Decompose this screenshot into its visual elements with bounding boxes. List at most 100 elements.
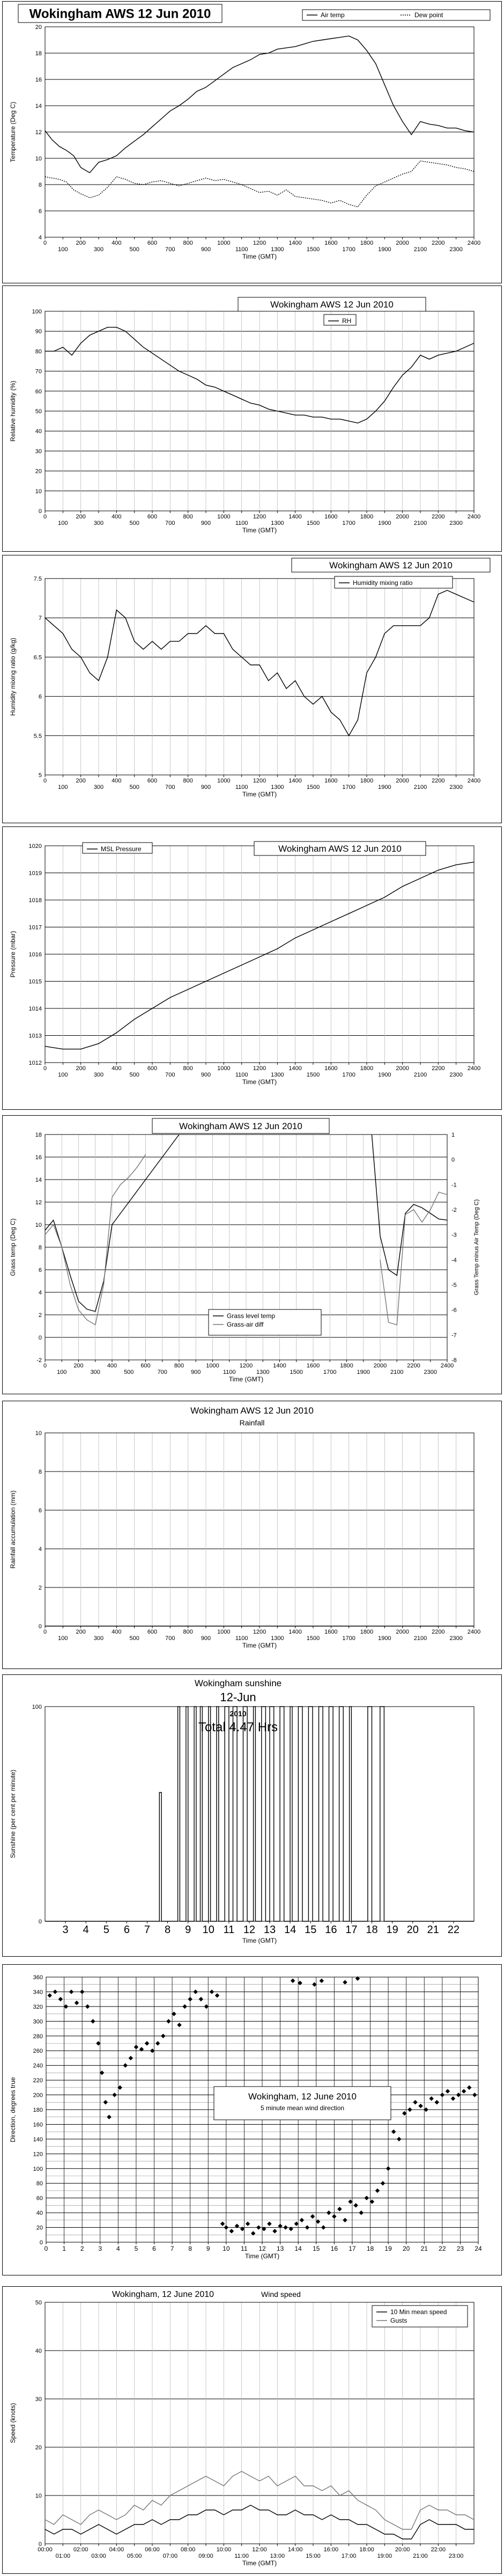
x-tick-label: 1100 (235, 1635, 248, 1642)
x-tick-label: 1800 (340, 1363, 353, 1369)
x-tick-label: 700 (165, 1072, 175, 1078)
legend-box (323, 314, 357, 326)
x-tick-label: 100 (58, 1635, 68, 1642)
x-tick-label: 2300 (449, 784, 462, 791)
x-tick-label: 900 (191, 1369, 201, 1375)
x-tick-label: 2000 (396, 240, 409, 246)
y-axis-label: Speed (knots) (9, 2403, 17, 2443)
x-tick-label: 18 (366, 1924, 377, 1936)
x-tick-label: 1 (62, 2245, 66, 2252)
x-tick-label: 700 (158, 1369, 167, 1375)
y-tick-label: 4 (39, 1546, 42, 1553)
x-tick-label: 400 (112, 778, 121, 784)
x-tick-label: 16:00 (324, 2546, 339, 2553)
x-tick-label: 12 (258, 2245, 266, 2252)
x-tick-label: 6 (124, 1924, 130, 1936)
y-axis-label: Humidity mixing ratio (g/kg) (9, 638, 17, 715)
y-axis-label: Relative humidity (%) (9, 380, 17, 441)
y-tick-label: 40 (35, 2348, 42, 2354)
y-axis-label: Direction, degrees true (9, 2077, 17, 2142)
x-tick-label: 2400 (468, 1065, 480, 1072)
y-tick-label: 6 (39, 1267, 42, 1274)
series-line (45, 2505, 474, 2540)
x-tick-label: 24 (475, 2245, 482, 2252)
x-tick-label: 1400 (288, 1065, 301, 1072)
x-tick-label: 21 (427, 1924, 439, 1936)
x-tick-label: 1400 (273, 1363, 286, 1369)
x-tick-label: 12 (243, 1924, 255, 1936)
scatter-point (472, 2092, 477, 2097)
y-tick-label: 10 (35, 1430, 42, 1437)
x-tick-label: 2300 (449, 246, 462, 253)
x-tick-label: 5 (103, 1924, 109, 1936)
y-tick-label: 12 (35, 129, 42, 136)
x-tick-label: 1500 (307, 520, 320, 526)
chart-subtitle: 12-Jun (220, 1690, 256, 1704)
wind-speed-chart: 0 10 20 30 40 50 00:00 02:00 04:00 06:00 08:00 10:0… (2, 2286, 502, 2574)
x-tick-label: 20 (403, 2245, 410, 2252)
x-tick-label: 1000 (206, 1363, 219, 1369)
x-tick-label: 1900 (378, 1072, 391, 1078)
series-line (45, 35, 475, 173)
sunshine-chart: 0 100 3 4 5 6 7 8 9 10 11 12 13 14 15 16 17 18 19 20 21 22 Tim… (2, 1674, 502, 1957)
y-tick-label: 18 (35, 50, 42, 57)
x-tick-label: 09:00 (198, 2553, 213, 2559)
y2-tick-label: -3 (451, 1232, 457, 1239)
x-tick-label: 500 (129, 1635, 139, 1642)
x-tick-label: 700 (165, 784, 175, 791)
x-tick-label: 400 (112, 1065, 121, 1072)
x-tick-label: 1700 (323, 1369, 336, 1375)
x-tick-label: 1100 (223, 1369, 236, 1375)
y-axis-label: Rainfall accumulation (mm) (9, 1490, 17, 1568)
x-axis-label: Time (GMT) (242, 791, 277, 798)
x-tick-label: 200 (76, 240, 85, 246)
x-tick-label: 2300 (449, 520, 462, 526)
scatter-point (144, 2041, 150, 2046)
x-tick-label: 1700 (342, 1635, 355, 1642)
x-tick-label: 1200 (253, 514, 266, 520)
x-tick-label: 11 (241, 2245, 248, 2252)
x-tick-label: 2300 (424, 1369, 437, 1375)
x-tick-label: 300 (91, 1369, 100, 1375)
x-tick-label: 1000 (217, 514, 230, 520)
x-tick-label: 02:00 (73, 2546, 88, 2553)
y-tick-label: 300 (33, 2018, 43, 2025)
legend-box (82, 842, 153, 854)
x-tick-label: 1700 (342, 784, 355, 791)
x-tick-label: 2100 (390, 1369, 403, 1375)
humidity-chart-panel: 0 10 20 30 40 50 60 70 80 90 100 0 200 400 600 800 1000 1… (2, 286, 502, 552)
x-tick-label: 1600 (324, 778, 337, 784)
y-tick-label: 200 (33, 2092, 43, 2099)
y2-tick-label: -8 (451, 1357, 457, 1364)
chart-subtitle: Rainfall (240, 1418, 265, 1427)
x-tick-label: 10 (203, 1924, 214, 1936)
x-tick-label: 800 (183, 240, 192, 246)
scatter-point (193, 1989, 198, 1994)
y-tick-label: 20 (35, 469, 42, 475)
y-tick-label: 160 (33, 2121, 43, 2128)
x-tick-label: 1400 (288, 514, 301, 520)
x-tick-label: 22 (439, 2245, 446, 2252)
x-tick-label: 200 (73, 1363, 83, 1369)
x-tick-label: 2200 (432, 1629, 444, 1635)
x-tick-label: 1000 (217, 778, 230, 784)
y-tick-label: 50 (35, 2300, 42, 2306)
x-tick-label: 18:00 (359, 2546, 374, 2553)
y2-tick-label: -1 (451, 1182, 457, 1188)
x-tick-label: 00:00 (38, 2546, 53, 2553)
x-tick-label: 1300 (271, 1072, 284, 1078)
wind-speed-chart-panel: 0 10 20 30 40 50 00:00 02:00 04:00 06:00 08:00 10:0… (2, 2286, 502, 2574)
y-tick-label: 30 (35, 448, 42, 455)
y2-tick-label: -7 (451, 1332, 457, 1338)
series-line (380, 1191, 448, 1326)
x-tick-label: 600 (147, 778, 157, 784)
x-axis-label: Time (GMT) (242, 526, 277, 534)
x-tick-label: 100 (58, 784, 68, 791)
x-tick-label: 22:00 (431, 2546, 446, 2553)
y-tick-label: 5.5 (34, 733, 42, 740)
chart-year: 2010 (229, 1709, 246, 1718)
x-tick-label: 3 (63, 1924, 69, 1936)
x-tick-label: 1400 (288, 778, 301, 784)
x-tick-label: 1100 (235, 1072, 248, 1078)
